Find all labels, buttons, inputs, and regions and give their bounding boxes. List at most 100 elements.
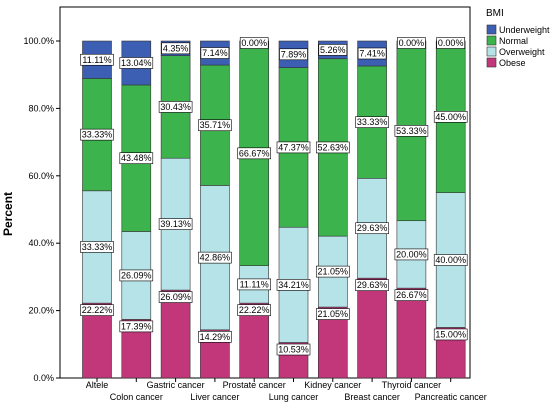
- data-label-box: [198, 331, 232, 343]
- legend-label-underweight: Underweight: [499, 25, 550, 35]
- data-label: 45.00%: [435, 112, 466, 122]
- data-label-group: 53.33%: [394, 125, 429, 137]
- data-label-box: [318, 44, 348, 56]
- data-label-box: [239, 37, 269, 49]
- y-tick-label: 80.0%: [28, 103, 54, 113]
- data-label-box: [198, 119, 232, 132]
- data-label-box: [158, 291, 193, 303]
- data-label-group: 34.21%: [276, 279, 311, 291]
- data-label-group: 17.39%: [119, 320, 154, 333]
- data-label-group: 66.67%: [237, 147, 271, 160]
- data-label-group: 20.00%: [394, 248, 429, 261]
- data-label-group: 0.00%: [397, 37, 426, 49]
- data-label: 7.41%: [359, 48, 385, 58]
- data-label-group: 33.33%: [80, 241, 114, 253]
- data-label-group: 21.05%: [315, 308, 350, 320]
- data-label-box: [237, 278, 271, 291]
- data-label-box: [161, 42, 190, 55]
- data-label: 42.86%: [200, 253, 231, 263]
- data-label-group: 15.00%: [433, 328, 468, 341]
- data-label-box: [158, 218, 193, 230]
- y-tick-label: 0.0%: [33, 373, 54, 383]
- data-label-group: 52.63%: [315, 141, 350, 154]
- data-label: 5.26%: [320, 45, 346, 55]
- data-label-box: [119, 269, 154, 282]
- data-label-group: 43.48%: [119, 152, 154, 165]
- data-label-box: [276, 343, 311, 356]
- data-label-group: 42.86%: [198, 251, 232, 264]
- data-label: 13.04%: [121, 58, 152, 68]
- data-label-box: [397, 37, 426, 49]
- legend-swatch-normal: [486, 35, 497, 46]
- data-label-box: [80, 304, 114, 316]
- data-label-group: 5.26%: [318, 44, 348, 56]
- data-label-box: [433, 328, 468, 341]
- data-label-group: 22.22%: [80, 304, 114, 316]
- data-label-box: [433, 111, 468, 123]
- legend-label-normal: Normal: [499, 36, 528, 46]
- data-label: 26.09%: [160, 292, 191, 302]
- x-tick-label: Gastric cancer: [147, 380, 205, 390]
- data-label-box: [119, 57, 154, 69]
- data-label-group: 10.53%: [276, 343, 311, 356]
- data-label-box: [355, 279, 389, 291]
- data-label: 7.89%: [281, 49, 307, 59]
- data-label-box: [80, 128, 114, 141]
- data-label-box: [436, 37, 466, 49]
- legend-swatch-overweight: [486, 46, 497, 57]
- bar-segment-obese: [160, 289, 191, 379]
- data-label: 33.33%: [82, 130, 113, 140]
- data-label-group: 39.13%: [158, 218, 193, 230]
- data-label: 0.00%: [438, 38, 464, 48]
- data-label-group: 35.71%: [198, 119, 232, 132]
- data-label: 4.35%: [163, 43, 189, 53]
- data-label: 47.37%: [278, 142, 309, 152]
- data-label-group: 40.00%: [433, 254, 468, 266]
- x-tick-label: Kidney cancer: [304, 380, 361, 390]
- data-label-group: 30.43%: [158, 101, 193, 113]
- data-label: 11.11%: [82, 55, 111, 65]
- data-label-group: 11.11%: [237, 278, 271, 291]
- x-tick-label: Breast cancer: [344, 392, 400, 402]
- data-label-box: [433, 254, 468, 266]
- data-label: 0.00%: [399, 38, 425, 48]
- data-label-group: 0.00%: [436, 37, 466, 49]
- data-label: 53.33%: [396, 126, 427, 136]
- x-tick-label: Altele: [86, 380, 109, 390]
- data-label-box: [279, 48, 308, 61]
- data-label-box: [355, 222, 389, 235]
- data-label: 21.05%: [318, 309, 349, 319]
- y-tick-label: 40.0%: [28, 238, 54, 248]
- data-label: 29.63%: [357, 223, 388, 233]
- y-axis-label: Percent: [1, 192, 15, 236]
- data-label: 26.67%: [396, 290, 427, 300]
- data-label: 66.67%: [239, 148, 270, 158]
- data-label-group: 33.33%: [80, 128, 114, 141]
- data-label-group: 33.33%: [355, 116, 389, 128]
- bar-segment-obese: [357, 277, 387, 379]
- data-label-box: [237, 147, 271, 160]
- data-label-box: [357, 47, 387, 60]
- data-label-group: 21.05%: [315, 265, 350, 278]
- data-label-box: [315, 141, 350, 154]
- data-label-group: 14.29%: [198, 331, 232, 343]
- data-label-box: [158, 101, 193, 113]
- data-label-box: [394, 248, 429, 261]
- data-label-group: 29.63%: [355, 222, 389, 235]
- data-label-group: 7.14%: [200, 47, 230, 59]
- plot-area: 22.22% 33.33% 33.33% 11.11% 17.39% 26.09% 43.4…: [59, 6, 471, 379]
- legend-swatch-underweight: [486, 24, 497, 35]
- data-label-box: [276, 279, 311, 291]
- data-label-group: 11.11%: [80, 53, 114, 66]
- data-label-box: [119, 152, 154, 165]
- data-label-box: [119, 320, 154, 333]
- data-label: 39.13%: [160, 219, 191, 229]
- data-label: 33.33%: [82, 242, 113, 252]
- data-label-group: 0.00%: [239, 37, 269, 49]
- data-label: 34.21%: [278, 280, 309, 290]
- data-label: 11.11%: [240, 279, 269, 289]
- data-label-group: 22.22%: [237, 304, 271, 316]
- x-tick-label: Colon cancer: [110, 392, 163, 402]
